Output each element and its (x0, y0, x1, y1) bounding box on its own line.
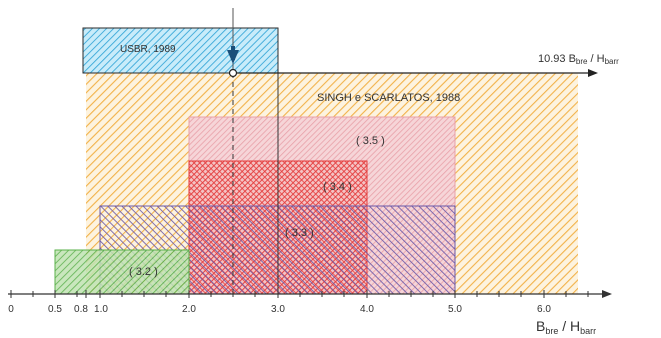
tick-label-0-8: 0.8 (74, 304, 88, 315)
region-label-3-2: ( 3.2 ) (129, 266, 158, 278)
x-axis-label-main: B (536, 318, 545, 334)
region-label-singh: SINGH e SCARLATOS, 1988 (317, 92, 460, 104)
marker-point (228, 68, 238, 78)
upper-line-label-sub2: barr (605, 57, 620, 66)
x-axis-label-sub1: bre (545, 326, 558, 336)
region-label-3-4: ( 3.4 ) (323, 181, 352, 193)
tick-label-0-5: 0.5 (48, 304, 62, 315)
region-label-usbr: USBR, 1989 (120, 44, 176, 55)
upper-line-label-sep: / H (587, 53, 604, 65)
tick-label-5: 5.0 (448, 304, 462, 315)
tick-label-4: 4.0 (360, 304, 374, 315)
upper-line-label-sub1: bre (576, 57, 588, 66)
x-axis-label-sep: / H (558, 318, 580, 334)
region-3-2 (54, 249, 190, 295)
region-label-3-3: ( 3.3 ) (285, 227, 314, 239)
tick-label-3: 3.0 (271, 304, 285, 315)
x-axis-label-sub2: barr (580, 326, 596, 336)
region-label-3-5: ( 3.5 ) (356, 135, 385, 147)
marker-arrow-icon (227, 50, 239, 64)
upper-line-arrowhead (588, 69, 598, 77)
tick-label-1: 1.0 (94, 304, 108, 315)
tick-label-0: 0 (8, 304, 14, 315)
tick-label-2: 2.0 (182, 304, 196, 315)
region-usbr (82, 27, 279, 74)
x-axis-ticks (10, 290, 589, 298)
upper-line-label: 10.93 Bbre / Hbarr (538, 53, 619, 66)
x-axis-arrowhead (602, 290, 612, 298)
upper-line-label-main: 10.93 B (538, 53, 576, 65)
x-axis-label: Bbre / Hbarr (536, 318, 596, 336)
tick-label-6: 6.0 (537, 304, 551, 315)
